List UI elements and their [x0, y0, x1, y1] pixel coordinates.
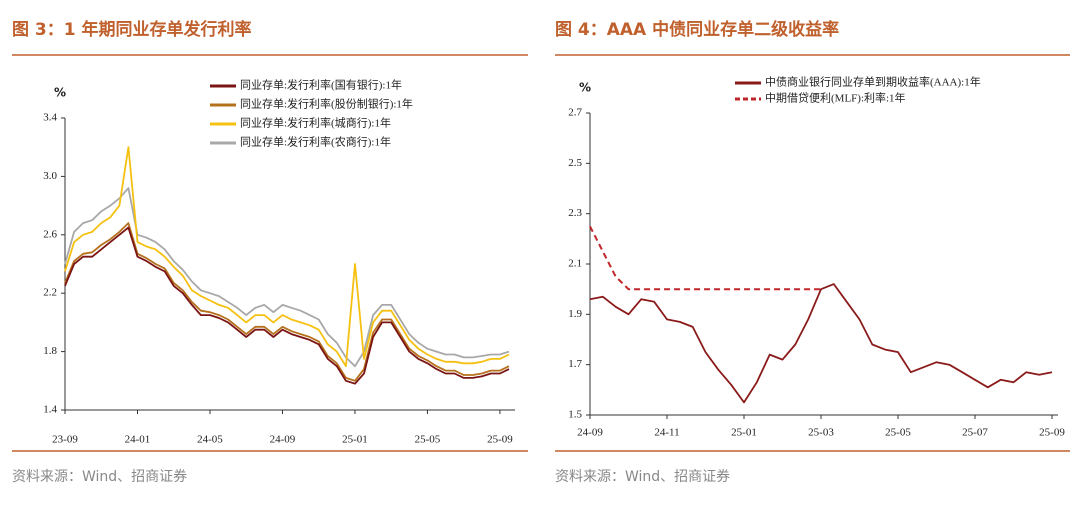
chart-title: 图 4：AAA 中债同业存单二级收益率 [555, 19, 839, 40]
x-tick-label: 25-05 [885, 427, 911, 439]
x-tick-label: 24-11 [654, 427, 679, 439]
x-tick-label: 25-09 [487, 434, 513, 446]
y-tick-label: 1.4 [43, 404, 57, 416]
x-tick-label: 25-05 [415, 434, 441, 446]
x-tick-label: 25-03 [808, 427, 834, 439]
series-line [64, 222, 510, 382]
y-tick-label: 3.4 [43, 112, 57, 124]
series-line [64, 187, 510, 368]
y-tick-label: 1.8 [43, 345, 57, 357]
y-tick-label: 2.7 [568, 107, 582, 119]
x-tick-label: 24-05 [197, 434, 223, 446]
series-line [589, 225, 821, 291]
legend-label: 同业存单:发行利率(股份制银行):1年 [240, 97, 413, 111]
legend-label: 同业存单:发行利率(城商行):1年 [240, 116, 391, 130]
legend-label: 中期借贷便利(MLF):利率:1年 [765, 91, 906, 105]
y-unit: % [579, 81, 591, 95]
y-tick-label: 1.9 [568, 308, 582, 320]
source: 资料来源：Wind、招商证券 [12, 469, 187, 485]
series-line [64, 146, 510, 368]
chart-title: 图 3：1 年期同业存单发行利率 [12, 19, 252, 40]
legend-label: 中债商业银行同业存单到期收益率(AAA):1年 [765, 75, 981, 89]
x-tick-label: 25-09 [1039, 427, 1065, 439]
y-tick-label: 2.6 [43, 228, 57, 240]
legend-label: 同业存单:发行利率(农商行):1年 [240, 135, 391, 149]
x-tick-label: 24-01 [125, 434, 151, 446]
legend-label: 同业存单:发行利率(国有银行):1年 [240, 78, 402, 92]
x-tick-label: 25-07 [962, 427, 988, 439]
x-tick-label: 25-01 [342, 434, 368, 446]
y-tick-label: 2.3 [568, 207, 582, 219]
y-unit: % [54, 86, 66, 100]
y-tick-label: 2.2 [43, 287, 57, 299]
x-tick-label: 25-01 [731, 427, 757, 439]
x-tick-label: 24-09 [577, 427, 603, 439]
x-tick-label: 23-09 [52, 434, 78, 446]
series-line [589, 283, 1053, 404]
y-tick-label: 3.0 [43, 170, 57, 182]
y-tick-label: 1.7 [568, 358, 582, 370]
series-line [64, 226, 510, 385]
source: 资料来源：Wind、招商证券 [555, 469, 730, 485]
y-tick-label: 2.5 [568, 157, 582, 169]
y-tick-label: 2.1 [568, 258, 582, 270]
y-tick-label: 1.5 [568, 409, 582, 421]
x-tick-label: 24-09 [270, 434, 296, 446]
